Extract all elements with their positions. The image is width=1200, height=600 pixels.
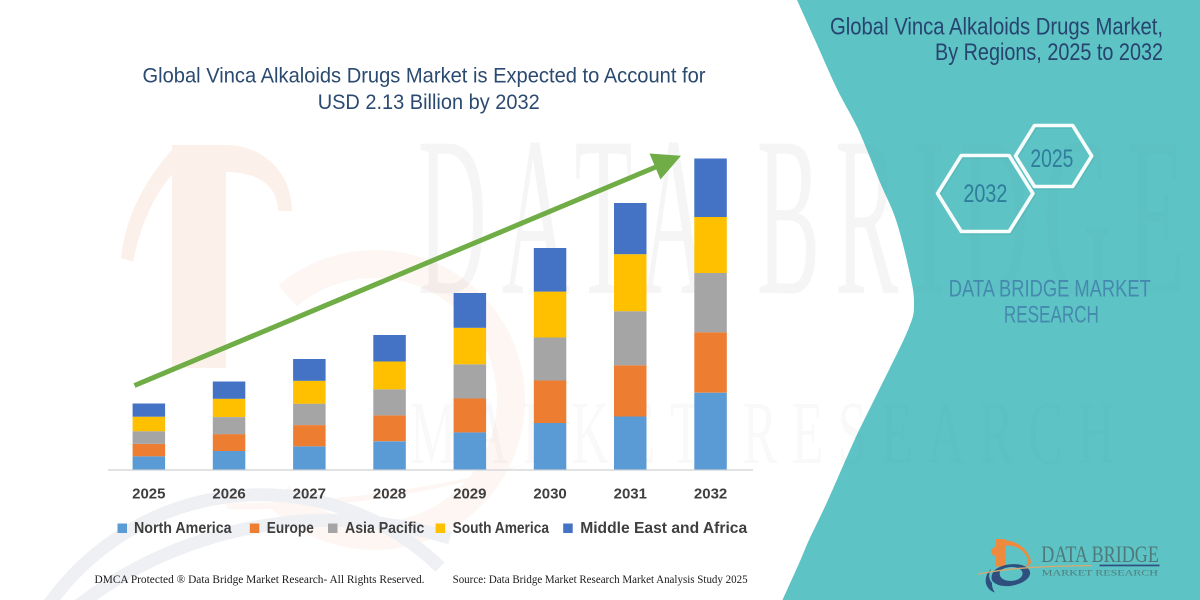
- svg-text:Asia Pacific: Asia Pacific: [345, 520, 424, 537]
- svg-text:DATA BRIDGE MARKET: DATA BRIDGE MARKET: [949, 276, 1151, 303]
- svg-text:2032: 2032: [694, 485, 727, 502]
- svg-text:2032: 2032: [963, 180, 1007, 208]
- svg-text:2031: 2031: [614, 485, 647, 502]
- svg-text:Middle East and Africa: Middle East and Africa: [580, 520, 747, 537]
- svg-text:RESEARCH: RESEARCH: [1004, 302, 1099, 329]
- svg-text:Global Vinca Alkaloids Drugs M: Global Vinca Alkaloids Drugs Market is E…: [143, 65, 706, 88]
- svg-text:South America: South America: [453, 520, 549, 537]
- svg-text:2027: 2027: [293, 485, 326, 502]
- svg-text:Source: Data Bridge Market Res: Source: Data Bridge Market Research Mark…: [453, 572, 748, 586]
- svg-text:MARKET RESEARCH: MARKET RESEARCH: [1042, 568, 1158, 578]
- svg-text:DATA BRIDGE: DATA BRIDGE: [1041, 542, 1159, 567]
- svg-text:2026: 2026: [212, 485, 245, 502]
- svg-text:2030: 2030: [533, 485, 566, 502]
- svg-text:USD 2.13 Billion by 2032: USD 2.13 Billion by 2032: [318, 91, 540, 114]
- svg-text:Global Vinca Alkaloids Drugs M: Global Vinca Alkaloids Drugs Market,: [830, 14, 1163, 41]
- svg-text:DMCA Protected ® Data Bridge M: DMCA Protected ® Data Bridge Market Rese…: [95, 572, 425, 586]
- svg-text:2025: 2025: [1030, 145, 1073, 173]
- svg-text:2029: 2029: [453, 485, 486, 502]
- svg-text:2028: 2028: [373, 485, 406, 502]
- svg-text:2025: 2025: [132, 485, 165, 502]
- svg-text:By Regions, 2025 to 2032: By Regions, 2025 to 2032: [935, 39, 1163, 66]
- svg-text:Europe: Europe: [267, 520, 314, 537]
- svg-text:North America: North America: [134, 520, 232, 537]
